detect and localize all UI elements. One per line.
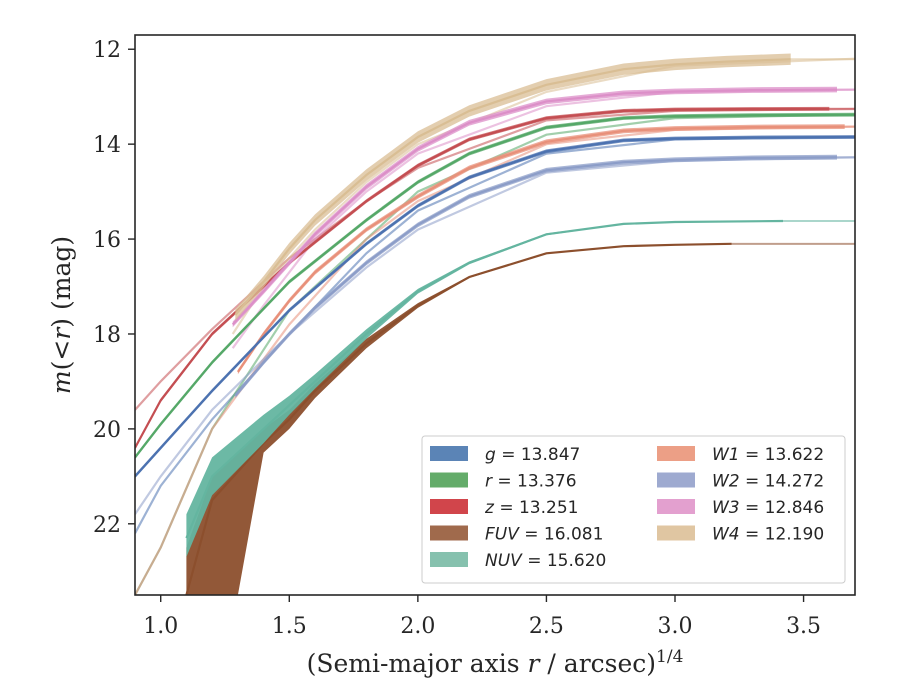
x-tick-label: 3.0 [658, 614, 693, 639]
series-layer [135, 53, 855, 595]
series-fuv-band [186, 243, 732, 595]
legend-label-w2: W2 = 14.272 [712, 472, 824, 492]
legend-label-w3: W3 = 12.846 [712, 498, 824, 518]
legend-label-g: g = 13.847 [485, 445, 580, 465]
legend-label-nuv: NUV = 15.620 [485, 551, 606, 571]
legend-swatch-w1 [657, 446, 695, 461]
series-w2-outer-curve [135, 156, 855, 515]
series-z-curve [135, 107, 830, 449]
legend-swatch-z [430, 499, 468, 514]
plot-frame [134, 34, 856, 596]
y-tick-label: 14 [93, 133, 121, 158]
y-tick-label: 18 [93, 323, 121, 348]
x-tick-label: 2.5 [529, 614, 564, 639]
series-nuv-curve [185, 219, 784, 539]
y-tick-label: 12 [93, 38, 121, 63]
y-axis-label: m(<r) (mag) [47, 236, 76, 394]
y-tick-label: 16 [93, 228, 121, 253]
legend-label-fuv: FUV = 16.081 [485, 525, 603, 545]
legend-swatch-fuv [430, 525, 468, 541]
y-tick-label: 22 [93, 513, 121, 538]
series-w1-curve [236, 125, 845, 373]
legend-swatch-nuv [430, 552, 468, 567]
series-w3-curve [231, 88, 838, 326]
x-tick-label: 3.5 [786, 614, 821, 639]
x-tick-label: 2.0 [400, 614, 435, 639]
legend-label-r: r = 13.376 [485, 472, 577, 492]
legend-swatch-g [430, 446, 468, 461]
y-tick-label: 20 [93, 418, 121, 443]
legend-swatch-r [430, 472, 468, 488]
legend-label-w4: W4 = 12.190 [712, 525, 824, 545]
legend-box [421, 435, 846, 584]
legend-label-w1: W1 = 13.622 [712, 445, 824, 465]
x-axis-ticks: 1.0 1.5 2.0 2.5 3.0 3.5 [143, 595, 821, 639]
series-fuv-curve [185, 242, 732, 595]
series-w4-band [235, 53, 791, 321]
legend: g = 13.847 r = 13.376 z = 13.251 FUV = 16.0… [421, 435, 846, 584]
legend-swatch-w3 [657, 499, 695, 514]
legend-swatch-w2 [657, 472, 695, 488]
series-g-curve [135, 135, 855, 478]
legend-label-z: z = 13.251 [484, 498, 578, 518]
series-w1-outer-curve [135, 125, 855, 595]
legend-swatch-w4 [657, 525, 695, 541]
series-w4-curve [234, 58, 791, 316]
series-r-curve [135, 113, 855, 459]
series-w2-curve [234, 156, 838, 397]
x-tick-label: 1.0 [143, 614, 178, 639]
x-axis-label: (Semi-major axis r / arcsec)1/4 [307, 647, 684, 678]
x-tick-label: 1.5 [272, 614, 307, 639]
y-axis-ticks: 12 14 16 18 20 22 [93, 38, 135, 538]
series-g-outer-curve [135, 135, 855, 534]
